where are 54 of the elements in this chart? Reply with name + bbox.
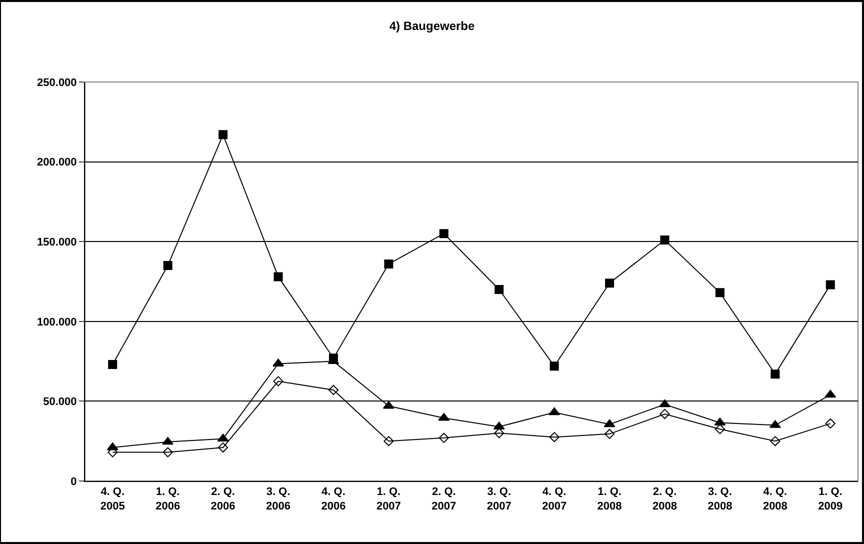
x-tick-label: 1. Q. 2008 [597, 486, 622, 512]
point [108, 360, 118, 369]
chart-title: 4) Baugewerbe [389, 19, 476, 34]
y-tick-label: 50.000 [43, 396, 77, 408]
point [714, 424, 726, 434]
y-tick-label: 150.000 [37, 236, 77, 248]
point [825, 418, 836, 429]
x-tick-label: 2. Q. 2006 [210, 486, 236, 512]
point [218, 442, 228, 453]
x-tick-label: 4. Q. 2008 [762, 486, 788, 512]
y-tick-label: 100.000 [37, 316, 77, 328]
point [826, 280, 835, 290]
x-tick-label: 3. Q. 2008 [708, 486, 732, 512]
point [660, 408, 670, 420]
point [382, 400, 394, 409]
point [549, 432, 560, 442]
x-tick-label: 1. Q. 2007 [376, 486, 401, 512]
x-tick-label: 2. Q. 2008 [652, 486, 677, 512]
point [218, 130, 228, 140]
x-tick-label: 2. Q. 2007 [432, 486, 456, 512]
x-tick-label: 3. Q. 2006 [266, 486, 290, 512]
point [439, 229, 448, 238]
point [660, 236, 670, 244]
point [824, 390, 836, 398]
point [770, 436, 780, 446]
point [494, 284, 504, 294]
x-tick-label: 3. Q. 2007 [486, 486, 512, 512]
point [548, 407, 560, 416]
point [384, 436, 394, 446]
point [438, 412, 450, 421]
point [605, 278, 614, 288]
point [770, 370, 780, 379]
x-tick-label: 4. Q. 2007 [542, 486, 567, 512]
point [604, 428, 615, 439]
point [274, 272, 283, 282]
y-tick-label: 250.000 [37, 76, 77, 89]
y-tick-label: 0 [70, 476, 77, 488]
x-tick-label: 4. Q. 2005 [100, 486, 125, 512]
point [715, 288, 724, 298]
point [550, 362, 559, 371]
point [162, 447, 173, 458]
point [438, 432, 449, 443]
point [163, 261, 172, 270]
point [659, 399, 670, 408]
point [384, 259, 394, 268]
point [162, 436, 174, 445]
y-tick-label: 200.000 [37, 156, 77, 169]
point [273, 376, 284, 386]
x-tick-label: 1. Q. 2006 [156, 486, 180, 512]
point [604, 419, 616, 428]
point [328, 384, 339, 396]
point [494, 428, 504, 438]
x-tick-label: 4. Q. 2006 [321, 486, 346, 512]
x-tick-label: 1. Q. 2009 [818, 486, 843, 512]
